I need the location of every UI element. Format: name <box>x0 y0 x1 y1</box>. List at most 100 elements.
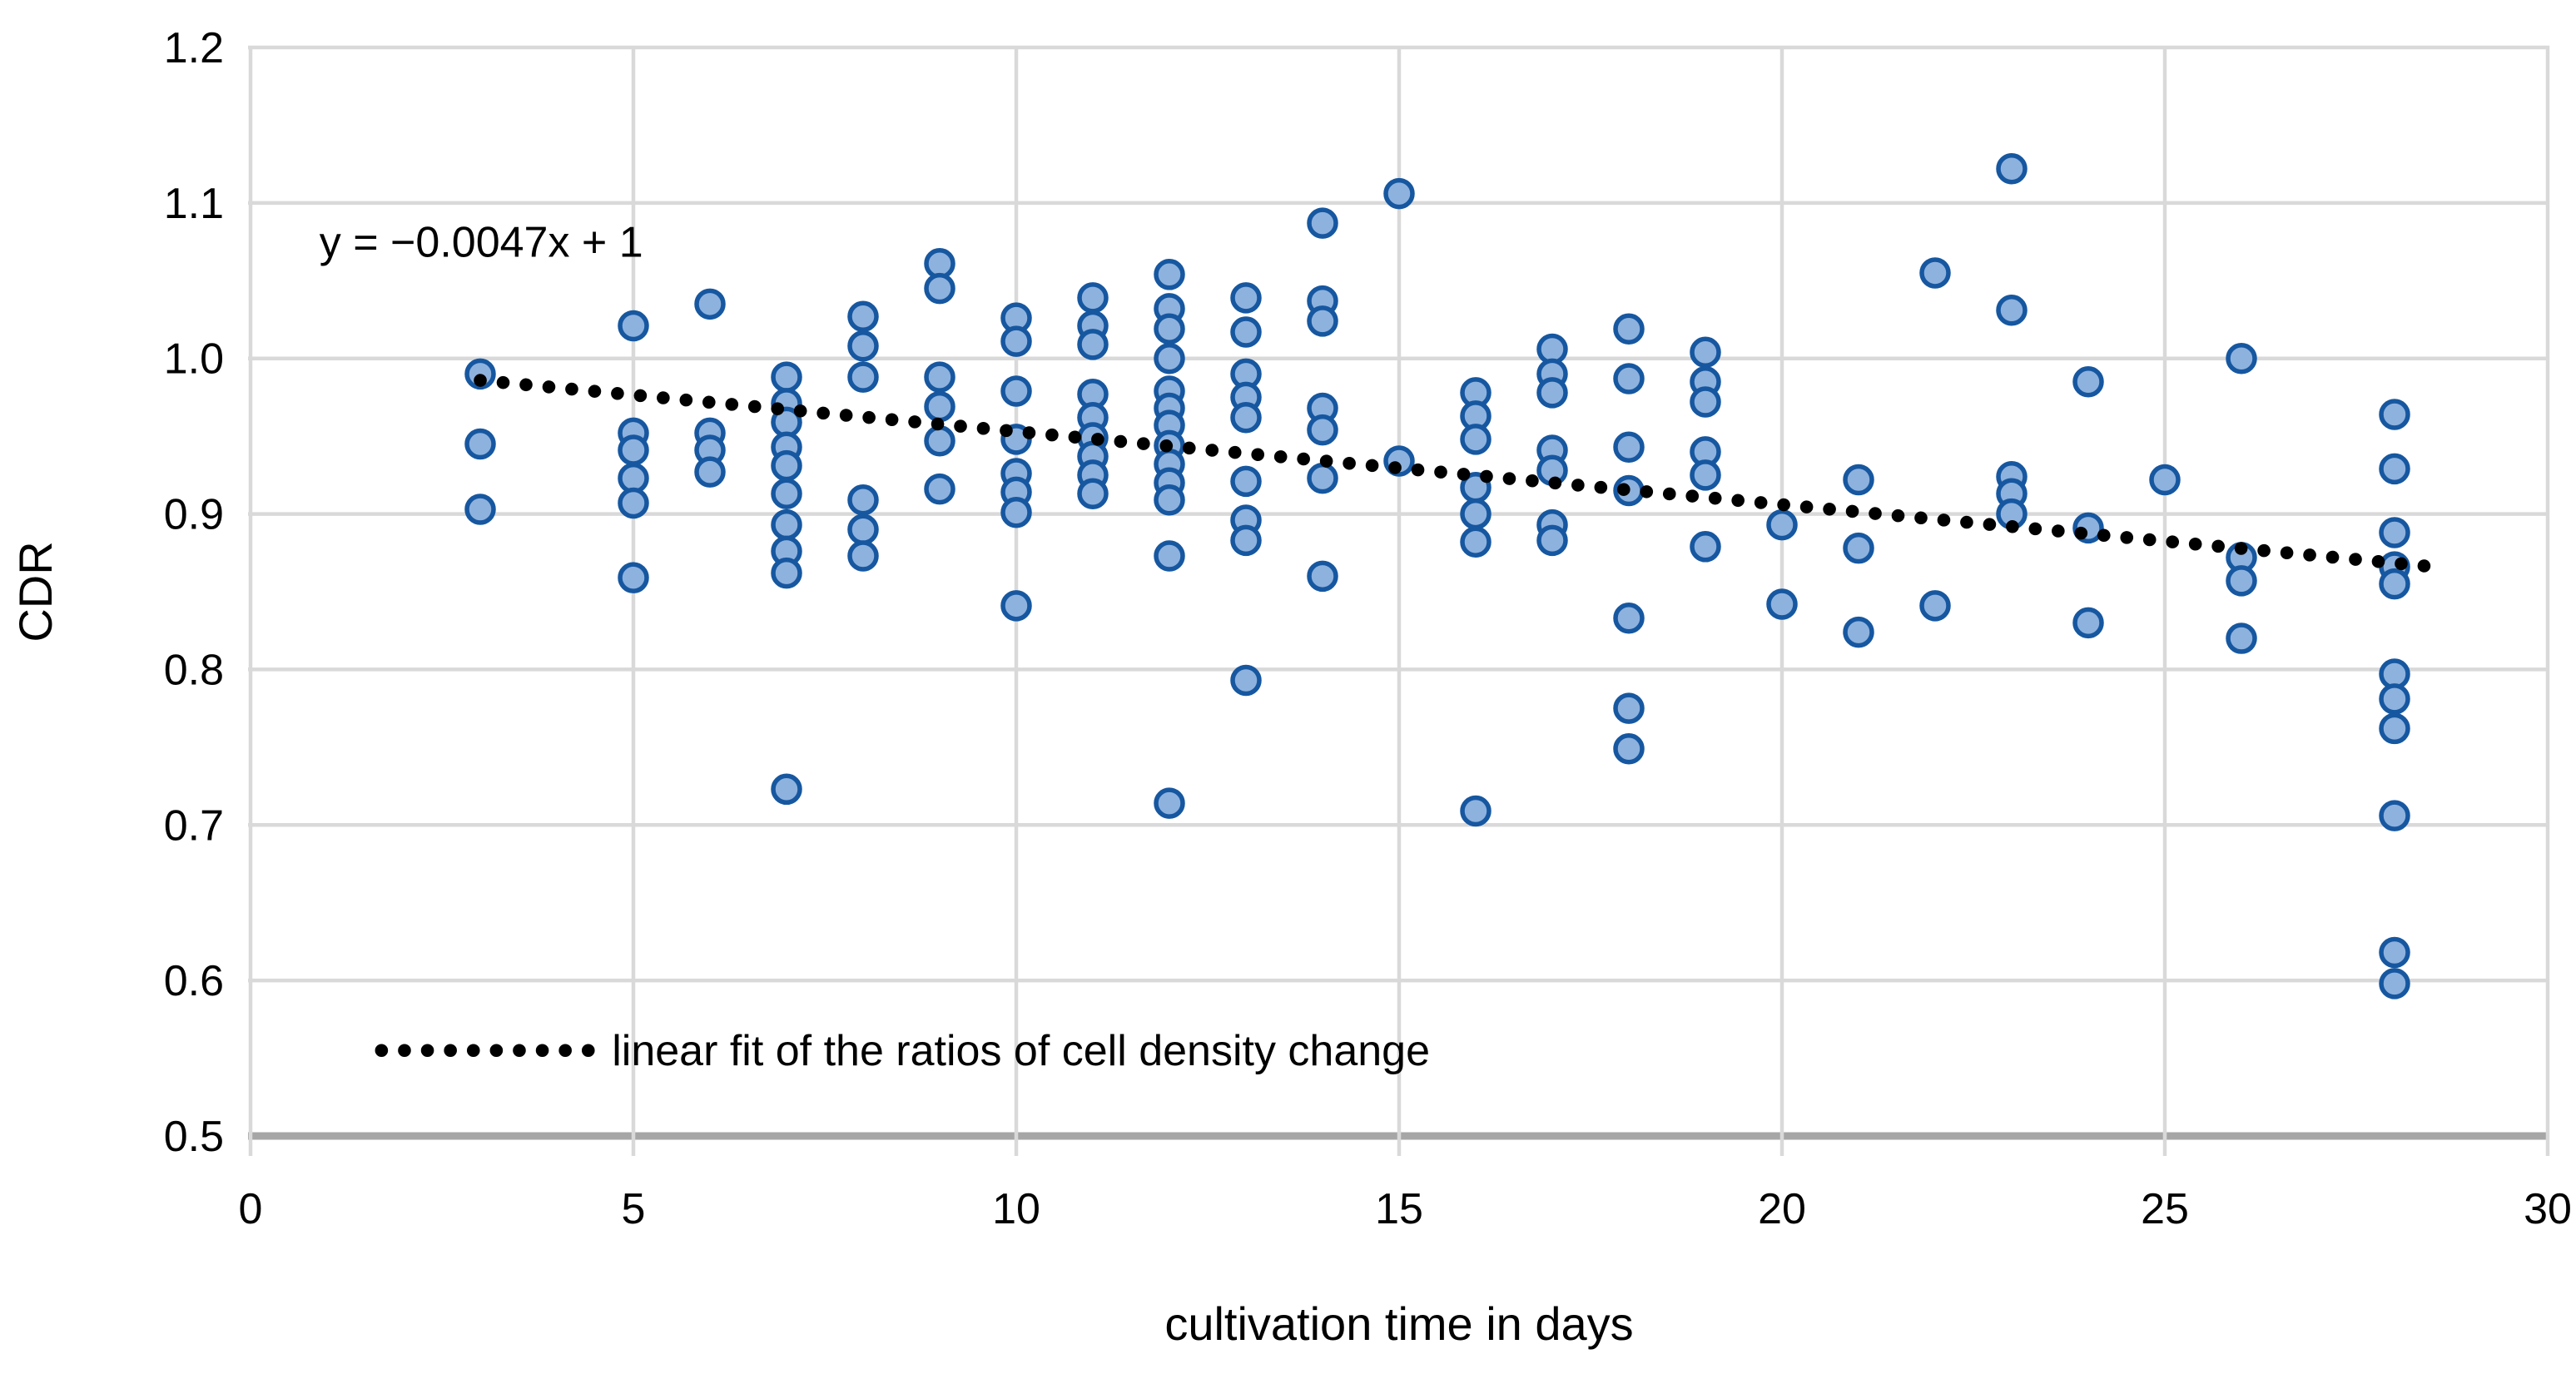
data-point <box>1307 462 1338 494</box>
data-point <box>2379 399 2410 430</box>
data-point <box>1766 588 1798 620</box>
data-point <box>1843 464 1874 496</box>
legend-label: linear fit of the ratios of cell density… <box>612 1027 1430 1075</box>
data-point <box>1154 342 1185 375</box>
data-point <box>1154 313 1185 345</box>
data-point <box>1766 508 1798 541</box>
data-point <box>771 361 802 393</box>
data-point <box>1154 484 1185 516</box>
data-point <box>924 473 955 505</box>
data-point <box>1690 336 1721 368</box>
data-point <box>1077 282 1109 314</box>
data-point <box>771 449 802 482</box>
data-point <box>1919 590 1951 622</box>
x-tick-label: 15 <box>1375 1185 1423 1233</box>
data-point <box>847 484 879 516</box>
x-tick-label: 30 <box>2524 1185 2572 1233</box>
data-point <box>2379 800 2410 831</box>
data-point <box>1460 795 1491 827</box>
data-point <box>1000 375 1032 407</box>
y-tick-label: 1.0 <box>164 335 224 384</box>
data-point <box>618 487 649 519</box>
x-tick-label: 5 <box>622 1185 646 1233</box>
data-point <box>1613 313 1645 345</box>
trendline-equation-label: y = −0.0047x + 1 <box>320 219 643 267</box>
data-point <box>464 428 496 460</box>
y-tick-label: 0.8 <box>164 646 224 694</box>
data-point <box>847 330 879 362</box>
y-tick-label: 0.6 <box>164 957 224 1005</box>
x-tick-label: 0 <box>239 1185 263 1233</box>
data-point <box>924 272 955 305</box>
data-point <box>1843 616 1874 648</box>
data-point <box>847 361 879 393</box>
data-point <box>1230 401 1262 434</box>
data-point <box>464 494 496 525</box>
data-point <box>924 361 955 393</box>
data-point <box>1383 177 1415 210</box>
trendline <box>474 374 2432 573</box>
data-point <box>1307 560 1338 593</box>
data-point <box>1307 207 1338 239</box>
data-point <box>771 773 802 806</box>
data-point <box>1843 532 1874 564</box>
data-point <box>1613 732 1645 765</box>
data-point <box>1230 524 1262 557</box>
data-point <box>1154 787 1185 819</box>
gridlines <box>248 45 2550 1156</box>
y-axis-title: CDR <box>9 541 62 642</box>
data-point <box>847 300 879 333</box>
data-point <box>694 288 726 320</box>
data-point <box>1996 295 2028 326</box>
data-point <box>1690 531 1721 563</box>
data-point <box>2379 936 2410 969</box>
data-point <box>2149 464 2181 496</box>
data-point <box>2072 365 2104 398</box>
y-tick-label: 1.2 <box>164 24 224 72</box>
data-point <box>1460 526 1491 558</box>
trendline-dotted <box>474 374 2432 573</box>
y-tick-label: 1.1 <box>164 180 224 228</box>
data-point <box>2379 712 2410 745</box>
data-point <box>618 434 649 466</box>
data-point <box>847 540 879 572</box>
data-point <box>2379 683 2410 715</box>
data-point <box>2226 342 2257 375</box>
data-point <box>1230 316 1262 348</box>
data-point <box>1996 152 2028 185</box>
data-point <box>1613 363 1645 394</box>
data-point <box>2379 453 2410 485</box>
data-point <box>2072 607 2104 639</box>
data-point <box>1230 664 1262 697</box>
data-point <box>1536 377 1568 409</box>
x-tick-label: 25 <box>2141 1185 2189 1233</box>
y-tick-label: 0.9 <box>164 491 224 539</box>
data-points <box>464 152 2410 999</box>
data-point <box>1154 259 1185 290</box>
data-point <box>2379 968 2410 999</box>
y-tick-label: 0.7 <box>164 801 224 850</box>
data-point <box>618 310 649 342</box>
data-point <box>1077 478 1109 510</box>
data-point <box>1307 305 1338 337</box>
x-tick-label: 20 <box>1758 1185 1806 1233</box>
legend: linear fit of the ratios of cell density… <box>375 1027 1430 1075</box>
data-point <box>618 562 649 593</box>
data-point <box>1230 465 1262 498</box>
data-point <box>1536 524 1568 557</box>
data-point <box>1690 459 1721 491</box>
data-point <box>2226 565 2257 597</box>
data-point <box>847 513 879 546</box>
data-point <box>1690 386 1721 418</box>
data-point <box>1000 325 1032 357</box>
data-point <box>2379 517 2410 548</box>
data-point <box>1460 424 1491 455</box>
tick-labels: 1.2 1.1 1.0 0.9 0.8 0.7 0.6 0.5 0 5 10 15 20 25 30 <box>164 24 2572 1233</box>
data-point <box>1460 498 1491 530</box>
data-point <box>1230 282 1262 314</box>
data-point <box>771 557 802 589</box>
data-point <box>771 478 802 510</box>
data-point <box>1000 496 1032 528</box>
